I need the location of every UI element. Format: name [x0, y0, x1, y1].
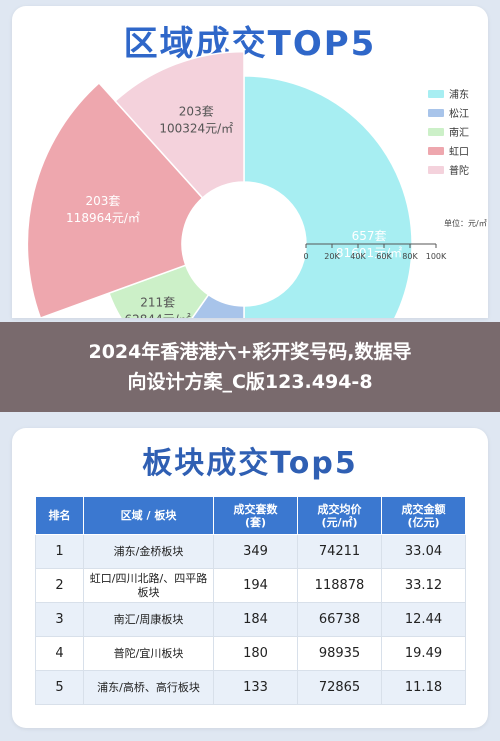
header-area: 区域 / 板块	[83, 496, 214, 535]
cell-price: 74211	[297, 534, 382, 569]
cell-units: 133	[213, 670, 298, 705]
cell-amount: 11.18	[381, 670, 466, 705]
cell-area: 浦东/金桥板块	[83, 534, 214, 569]
legend-item: 松江	[428, 103, 469, 122]
chart-hub	[183, 183, 305, 305]
cell-area: 普陀/宜川板块	[83, 636, 214, 671]
slice-price-label: 100324元/㎡	[159, 122, 233, 136]
legend-label: 南汇	[449, 128, 469, 139]
cell-units: 194	[213, 568, 298, 603]
slice-普陀	[114, 50, 245, 199]
legend-label: 普陀	[449, 166, 469, 177]
table-row: 2 虹口/四川北路/、四平路板块 194 118878 33.12	[35, 568, 466, 603]
legend-swatch	[428, 146, 444, 155]
slice-count-label: 203套	[179, 105, 214, 119]
cell-amount: 33.04	[381, 534, 466, 569]
axis-tick-label: 80K	[402, 252, 418, 261]
axis-tick-label: 20K	[324, 252, 340, 261]
sector-table-card: 板块成交Top5 排名 区域 / 板块 成交套数 (套) 成交均价 (元/㎡) …	[12, 428, 488, 728]
cell-area: 虹口/四川北路/、四平路板块	[83, 568, 214, 603]
cell-rank: 5	[35, 670, 84, 705]
axis-tick-label: 40K	[350, 252, 366, 261]
axis-tick-label: 100K	[426, 252, 447, 261]
cell-amount: 19.49	[381, 636, 466, 671]
table-row: 3 南汇/周康板块 184 66738 12.44	[35, 602, 466, 637]
region-chart-card: 区域成交TOP5 657套81601元/㎡237套211套62844元/㎡203…	[12, 6, 488, 318]
axis-tick-label: 0	[303, 252, 308, 261]
slice-price-label: 62844元/㎡	[125, 312, 191, 318]
cell-price: 98935	[297, 636, 382, 671]
cell-price: 118878	[297, 568, 382, 603]
table-header-row: 排名 区域 / 板块 成交套数 (套) 成交均价 (元/㎡) 成交金额 (亿元)	[35, 496, 466, 535]
table-title: 板块成交Top5	[142, 446, 358, 481]
banner-line-2: 向设计方案_C版123.494-8	[127, 371, 373, 393]
legend-swatch	[428, 108, 444, 117]
cell-area: 南汇/周康板块	[83, 602, 214, 637]
cell-price: 72865	[297, 670, 382, 705]
legend-label: 浦东	[449, 90, 469, 101]
slice-price-label: 118964元/㎡	[66, 211, 140, 225]
legend-item: 普陀	[428, 160, 469, 179]
header-units: 成交套数 (套)	[213, 496, 298, 535]
cell-rank: 4	[35, 636, 84, 671]
legend-item: 南汇	[428, 122, 469, 141]
cell-rank: 1	[35, 534, 84, 569]
cell-amount: 12.44	[381, 602, 466, 637]
slice-count-label: 203套	[86, 194, 121, 208]
slice-浦东	[243, 75, 413, 318]
legend-swatch	[428, 165, 444, 174]
cell-amount: 33.12	[381, 568, 466, 603]
chart-title: 区域成交TOP5	[123, 24, 377, 64]
cell-units: 184	[213, 602, 298, 637]
legend-item: 浦东	[428, 84, 469, 103]
legend-swatch	[428, 127, 444, 136]
sector-table: 排名 区域 / 板块 成交套数 (套) 成交均价 (元/㎡) 成交金额 (亿元)…	[35, 496, 466, 705]
slice-price-label: 81601元/㎡	[336, 246, 402, 260]
header-price: 成交均价 (元/㎡)	[297, 496, 382, 535]
unit-label: 单位：元/㎡	[444, 219, 487, 228]
header-rank: 排名	[35, 496, 84, 535]
chart-legend: 浦东松江南汇虹口普陀	[428, 84, 469, 179]
table-row: 5 浦东/高桥、高行板块 133 72865 11.18	[35, 670, 466, 705]
cell-rank: 2	[35, 568, 84, 603]
legend-label: 松江	[449, 109, 469, 120]
table-row: 4 普陀/宜川板块 180 98935 19.49	[35, 636, 466, 671]
cell-area: 浦东/高桥、高行板块	[83, 670, 214, 705]
header-amount: 成交金额 (亿元)	[381, 496, 466, 535]
banner-line-1: 2024年香港港六+彩开奖号码,数据导	[88, 341, 412, 363]
slice-count-label: 211套	[140, 295, 175, 309]
cell-rank: 3	[35, 602, 84, 637]
cell-units: 180	[213, 636, 298, 671]
table-row: 1 浦东/金桥板块 349 74211 33.04	[35, 534, 466, 569]
axis-tick-label: 60K	[376, 252, 392, 261]
slice-count-label: 657套	[352, 229, 387, 243]
slice-虹口	[26, 81, 204, 318]
legend-label: 虹口	[449, 147, 469, 158]
title-banner: 2024年香港港六+彩开奖号码,数据导 向设计方案_C版123.494-8	[0, 322, 500, 412]
legend-swatch	[428, 89, 444, 98]
legend-item: 虹口	[428, 141, 469, 160]
cell-units: 349	[213, 534, 298, 569]
polar-area-chart: 657套81601元/㎡237套211套62844元/㎡203套118964元/…	[26, 50, 447, 318]
cell-price: 66738	[297, 602, 382, 637]
